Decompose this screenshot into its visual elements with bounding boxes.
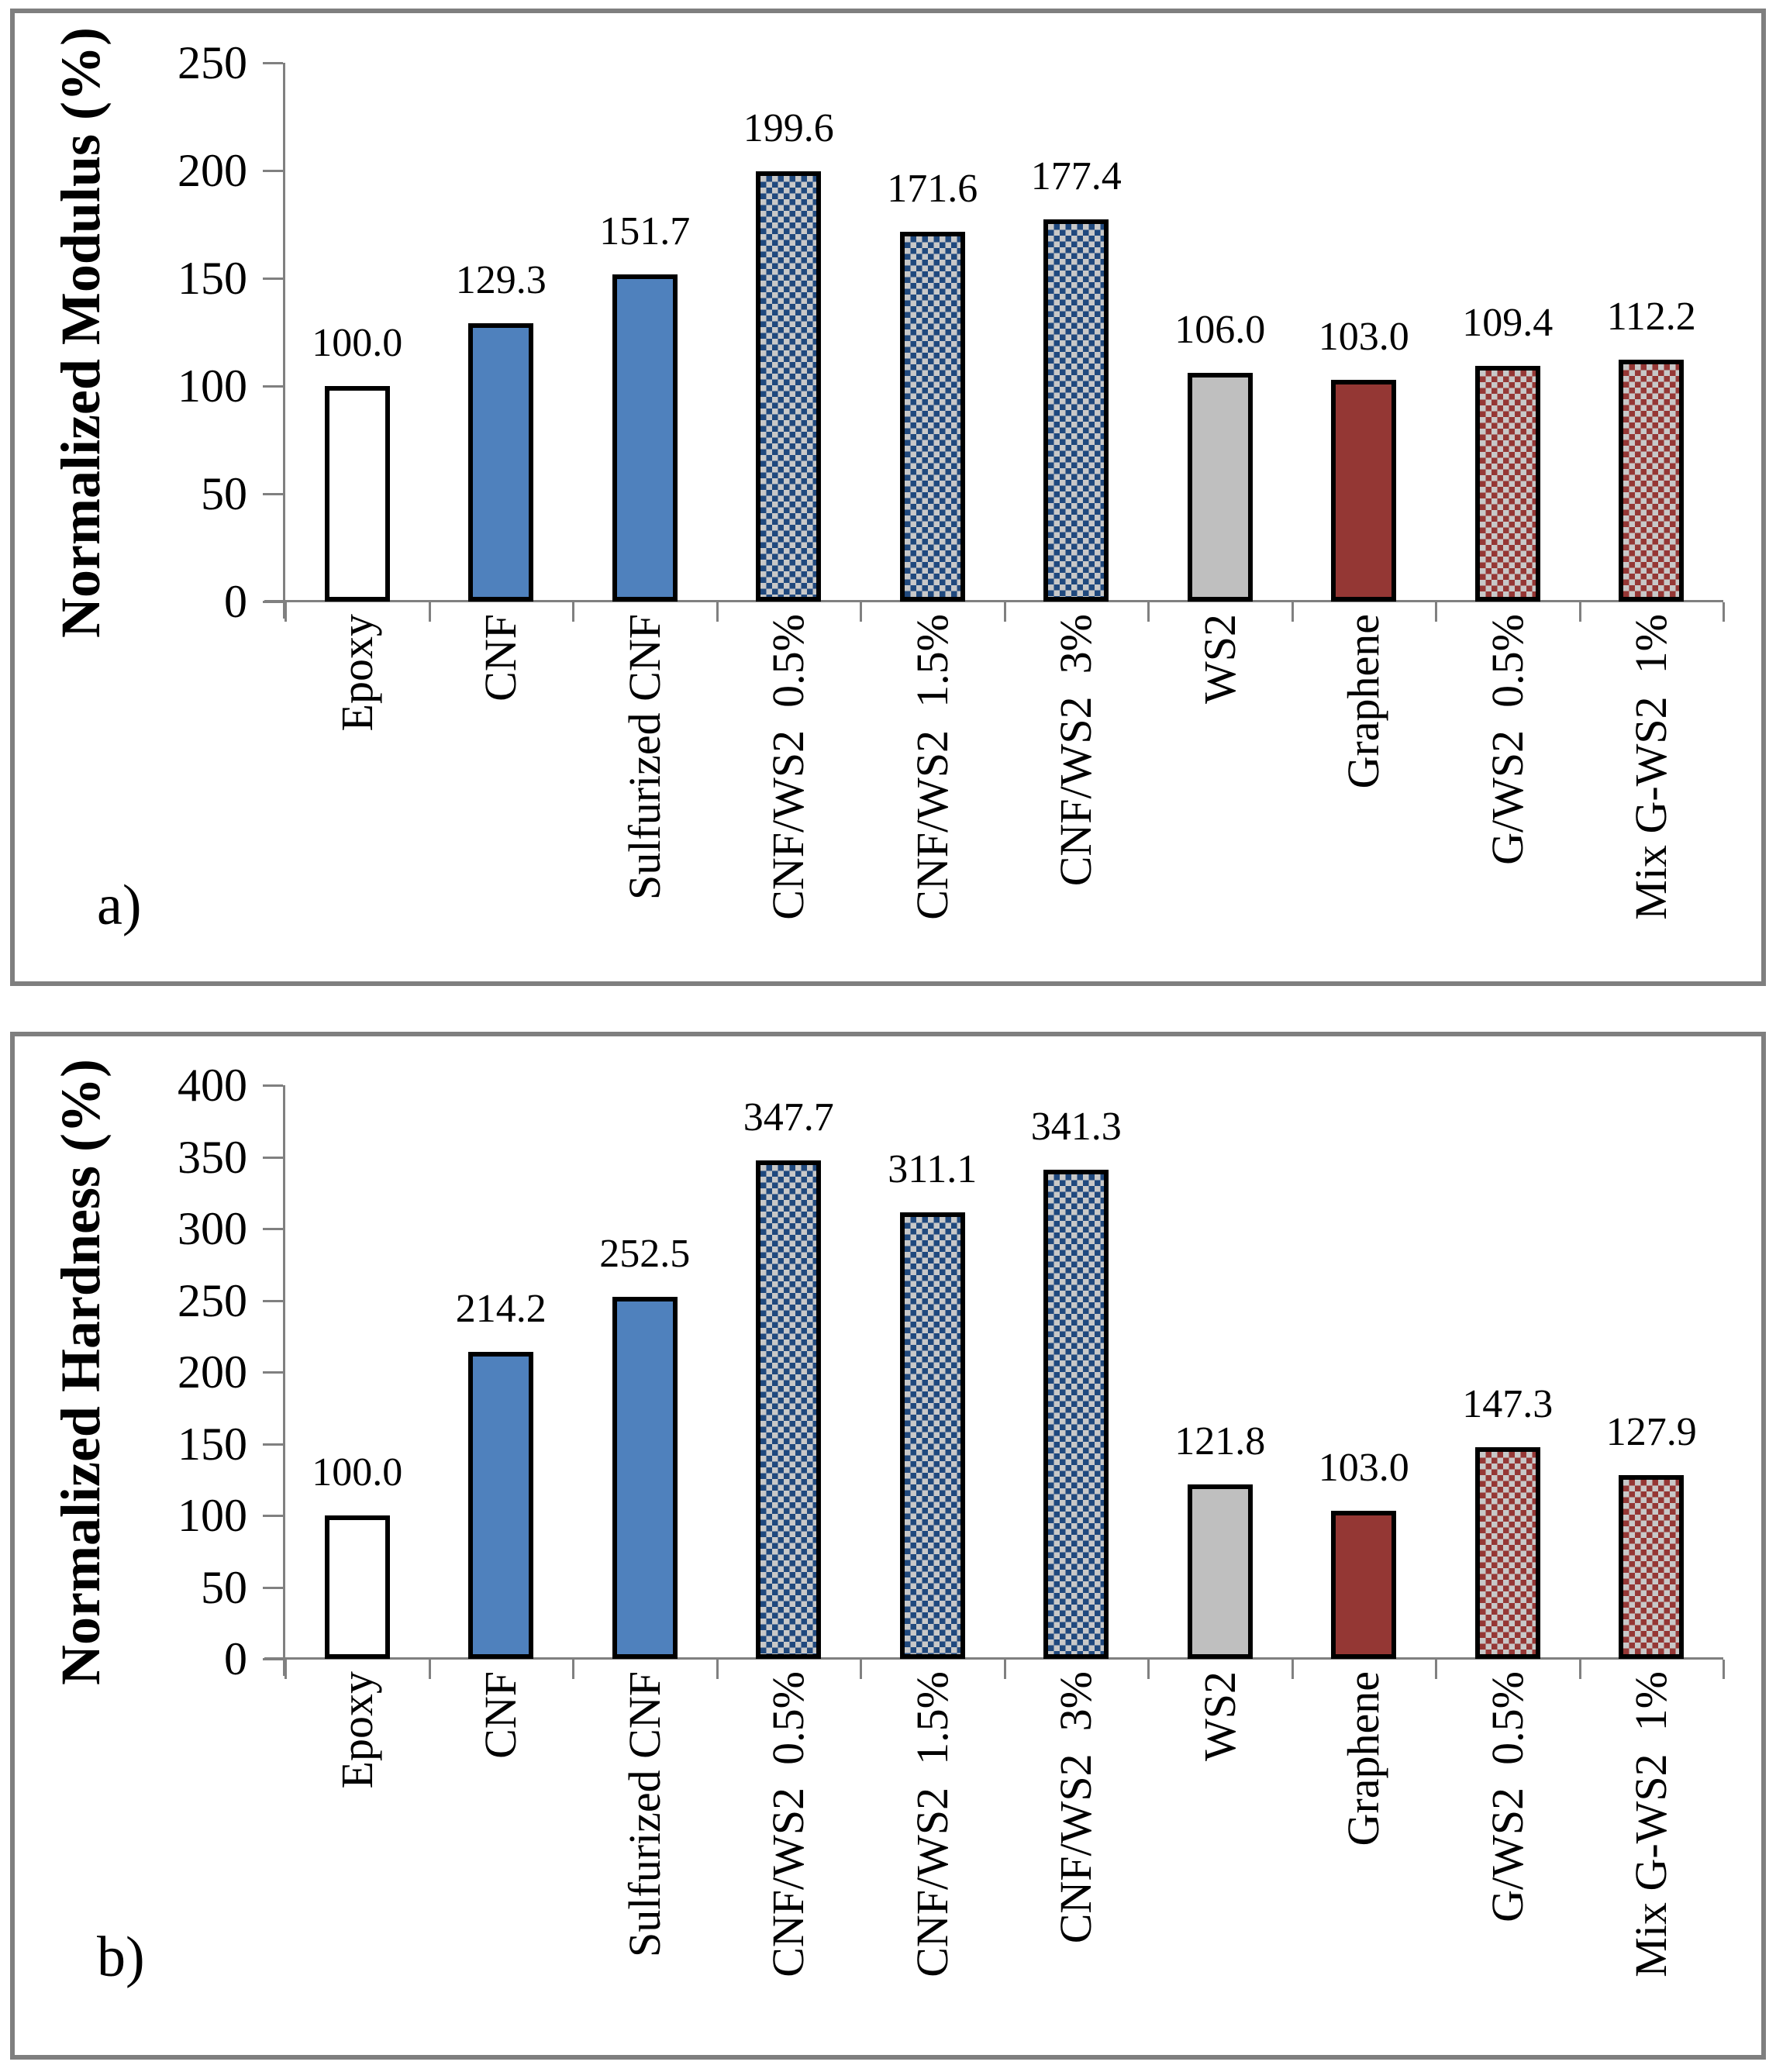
panel-a [10,9,1766,986]
panel-b [10,1032,1766,2060]
panel-a-letter: a) [97,874,142,937]
panel-b-letter: b) [97,1925,145,1989]
